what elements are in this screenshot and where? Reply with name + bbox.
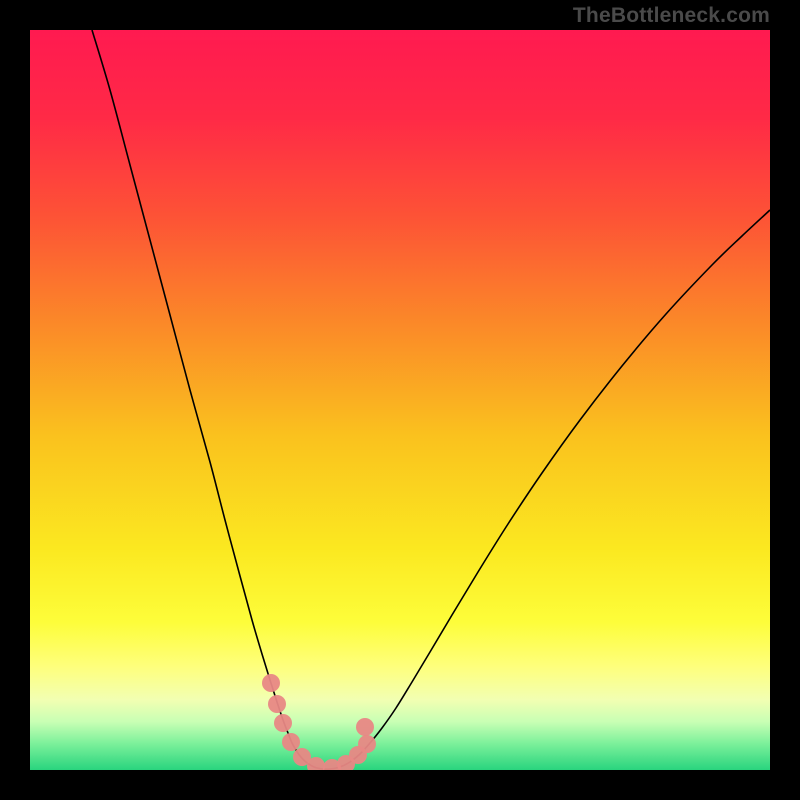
plot-area (30, 30, 770, 770)
data-marker (274, 714, 292, 732)
right-branch-curve (322, 210, 770, 769)
chart-frame: TheBottleneck.com (0, 0, 800, 800)
watermark-text: TheBottleneck.com (573, 4, 770, 28)
marker-group (262, 674, 376, 770)
left-branch-curve (92, 30, 322, 769)
data-marker (356, 718, 374, 736)
data-marker (268, 695, 286, 713)
data-marker (282, 733, 300, 751)
data-marker (358, 735, 376, 753)
data-marker (262, 674, 280, 692)
curve-layer (30, 30, 770, 770)
